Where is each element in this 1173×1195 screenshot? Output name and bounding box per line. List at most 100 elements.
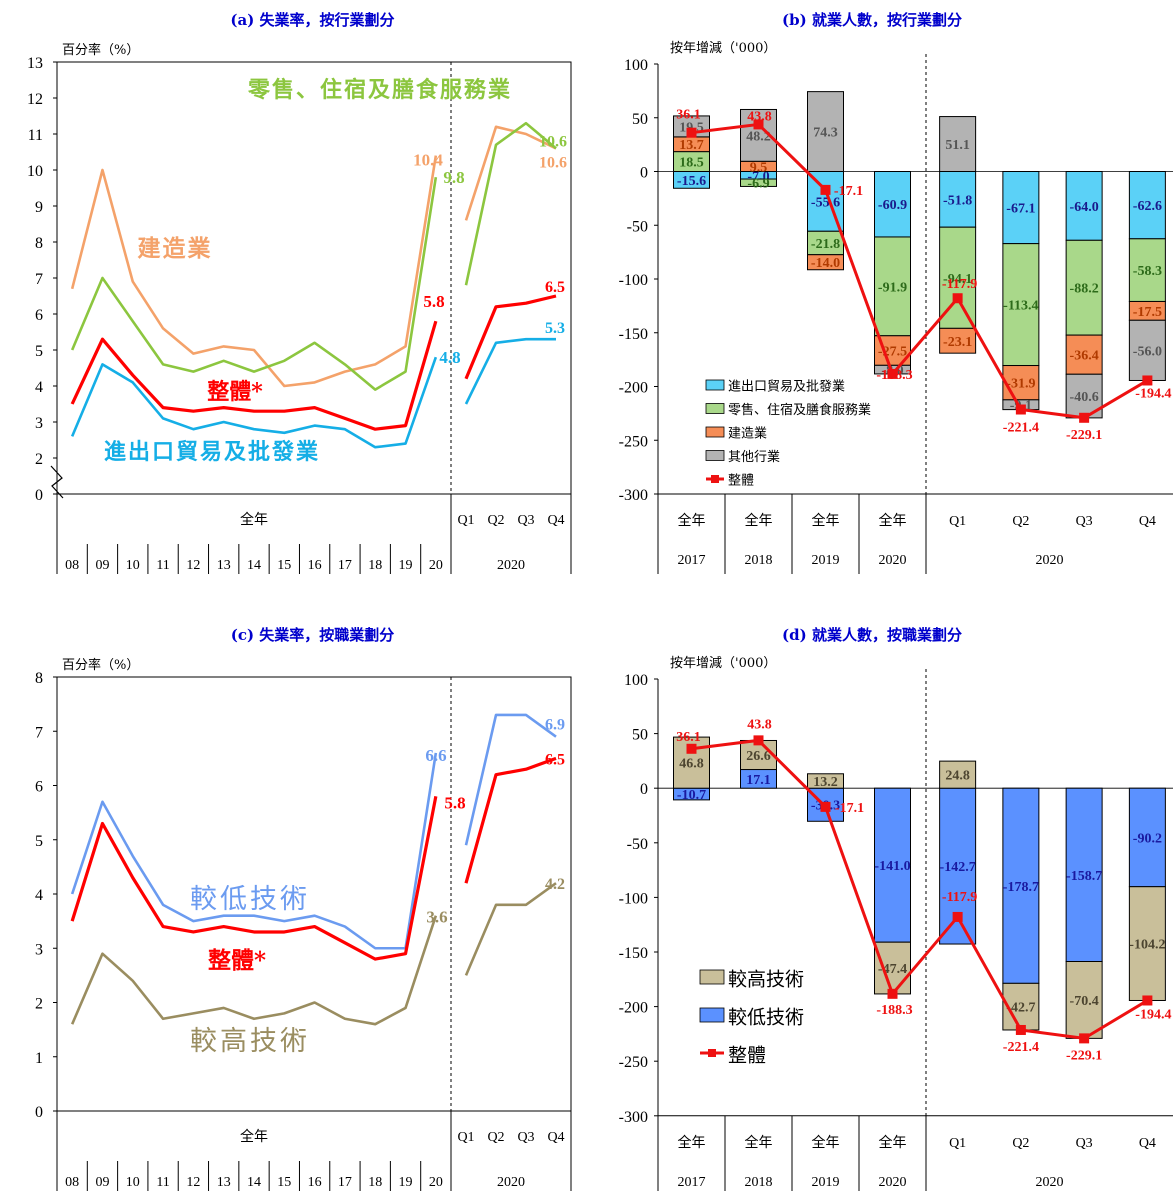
bar-label-construction: -31.9 bbox=[1006, 377, 1035, 392]
x-tick-label: Q3 bbox=[1076, 514, 1093, 529]
bar-segment-retail bbox=[1128, 238, 1166, 302]
y-tick-label: -200 bbox=[619, 380, 648, 397]
series-line-annual-overall bbox=[70, 796, 438, 961]
bar-label-trade: -15.6 bbox=[677, 174, 706, 189]
legend-label: 零售、住宿及膳食服務業 bbox=[728, 402, 871, 418]
bar-segment-construction bbox=[1065, 334, 1103, 375]
x-tick-label: 全年 bbox=[745, 1134, 773, 1151]
overall-data-label: -117.9 bbox=[942, 277, 977, 292]
bar-segment-higher bbox=[807, 773, 844, 789]
x-tick-label: 全年 bbox=[745, 512, 773, 529]
y-axis-label: 按年增減（'000） bbox=[670, 655, 776, 671]
bar-label-higher: 46.8 bbox=[679, 757, 704, 772]
y-tick-label: -300 bbox=[619, 1109, 648, 1126]
data-label: 6.9 bbox=[545, 717, 565, 734]
plot-frame bbox=[56, 676, 572, 1112]
overall-line bbox=[691, 738, 1149, 1040]
x-year-label: 2017 bbox=[678, 1175, 706, 1190]
y-tick-label: -100 bbox=[619, 890, 648, 907]
overall-marker bbox=[753, 735, 764, 746]
x-year-label: 2019 bbox=[812, 1175, 840, 1190]
y-tick-label: 100 bbox=[624, 57, 648, 74]
legend-label: 較高技術 bbox=[728, 969, 804, 991]
x-tick-label: Q3 bbox=[1076, 1136, 1093, 1151]
x-tick-label: 17 bbox=[338, 558, 352, 573]
y-tick-label: 1 bbox=[35, 1050, 43, 1067]
data-label: 5.3 bbox=[545, 320, 565, 337]
x-tick-label: 全年 bbox=[678, 512, 706, 529]
legend-swatch bbox=[705, 450, 725, 461]
y-tick-label: 5 bbox=[35, 833, 43, 850]
y-tick-label: 9 bbox=[35, 199, 43, 216]
x-tick-label: 09 bbox=[95, 1175, 109, 1190]
series-line-annual-higher_skilled bbox=[70, 915, 438, 1026]
y-tick-label: -50 bbox=[627, 836, 648, 853]
bar-label-trade: -64.0 bbox=[1070, 200, 1099, 215]
legend-label: 建造業 bbox=[728, 426, 767, 442]
overall-data-label: -188.3 bbox=[876, 368, 912, 383]
data-label: 5.8 bbox=[444, 793, 465, 812]
bar-label-lower: -158.7 bbox=[1066, 869, 1102, 884]
y-tick-label: 0 bbox=[640, 781, 648, 798]
bar-segment-higher bbox=[1065, 961, 1103, 1039]
bar-label-lower: -142.7 bbox=[940, 860, 976, 875]
overall-marker bbox=[820, 184, 831, 195]
bar-segment-construction bbox=[939, 327, 977, 354]
y-tick-label: -300 bbox=[619, 487, 648, 504]
x-tick-label: 20 bbox=[429, 1175, 443, 1190]
x-tick-label: Q1 bbox=[457, 513, 474, 528]
bar-label-lower: -10.7 bbox=[677, 788, 706, 803]
y-tick-label: 10 bbox=[27, 163, 43, 180]
bar-segment-trade bbox=[939, 171, 977, 228]
legend-swatch bbox=[699, 969, 725, 985]
overall-data-label: -17.1 bbox=[834, 184, 863, 199]
bar-label-higher: -42.7 bbox=[1006, 1001, 1035, 1016]
chart-title: (b) 就業人數，按行業劃分 bbox=[782, 11, 962, 29]
x-tick-label: 全年 bbox=[812, 1134, 840, 1151]
bar-label-higher: -70.4 bbox=[1070, 994, 1099, 1009]
y-tick-label: 2 bbox=[35, 996, 43, 1013]
bar-label-lower: -90.2 bbox=[1133, 831, 1162, 846]
x-tick-label: Q4 bbox=[547, 513, 564, 528]
x-year-label: 2020 bbox=[879, 553, 907, 568]
series-line-quarterly-higher_skilled bbox=[464, 882, 557, 976]
legend-label: 整體 bbox=[728, 474, 754, 489]
chart-title: (c) 失業率，按職業劃分 bbox=[231, 626, 395, 644]
overall-marker bbox=[952, 911, 963, 922]
legend-swatch-marker bbox=[708, 1049, 716, 1057]
bar-label-retail: -21.8 bbox=[811, 237, 840, 252]
overall-data-label: 36.1 bbox=[676, 108, 701, 123]
plot-frame bbox=[56, 61, 572, 495]
series-line-annual-construction bbox=[70, 155, 438, 388]
x-group-label: 全年 bbox=[240, 1128, 268, 1145]
x-tick-label: 09 bbox=[95, 558, 109, 573]
y-tick-label: 3 bbox=[35, 941, 43, 958]
bar-segment-retail bbox=[1065, 239, 1103, 336]
y-tick-label: 4 bbox=[35, 887, 43, 904]
series-line-quarterly-overall bbox=[464, 756, 557, 884]
bar-segment-other bbox=[807, 91, 844, 172]
x-tick-label: Q3 bbox=[517, 513, 534, 528]
overall-marker bbox=[686, 127, 697, 138]
y-tick-label: 4 bbox=[35, 379, 43, 396]
bar-segment-higher bbox=[939, 760, 977, 789]
overall-data-label: -194.4 bbox=[1135, 1007, 1171, 1022]
series-name-label: 較低技術 bbox=[190, 884, 310, 915]
bar-segment-higher bbox=[1128, 886, 1166, 1001]
data-label: 3.6 bbox=[426, 908, 447, 927]
bar-segment-lower bbox=[1002, 787, 1040, 984]
bar-label-construction: -23.1 bbox=[943, 335, 972, 350]
bar-label-retail: 18.5 bbox=[679, 156, 704, 171]
data-label: 6.5 bbox=[545, 751, 565, 768]
x-tick-label: Q2 bbox=[1012, 514, 1029, 529]
x-tick-label: Q3 bbox=[517, 1130, 534, 1145]
x-tick-label: 19 bbox=[399, 1175, 413, 1190]
bar-segment-trade bbox=[874, 171, 911, 238]
bar-label-construction: 13.7 bbox=[679, 138, 704, 153]
x-tick-label: 14 bbox=[247, 558, 261, 573]
y-tick-label: 50 bbox=[632, 111, 648, 128]
x-tick-label: 全年 bbox=[879, 1134, 907, 1151]
